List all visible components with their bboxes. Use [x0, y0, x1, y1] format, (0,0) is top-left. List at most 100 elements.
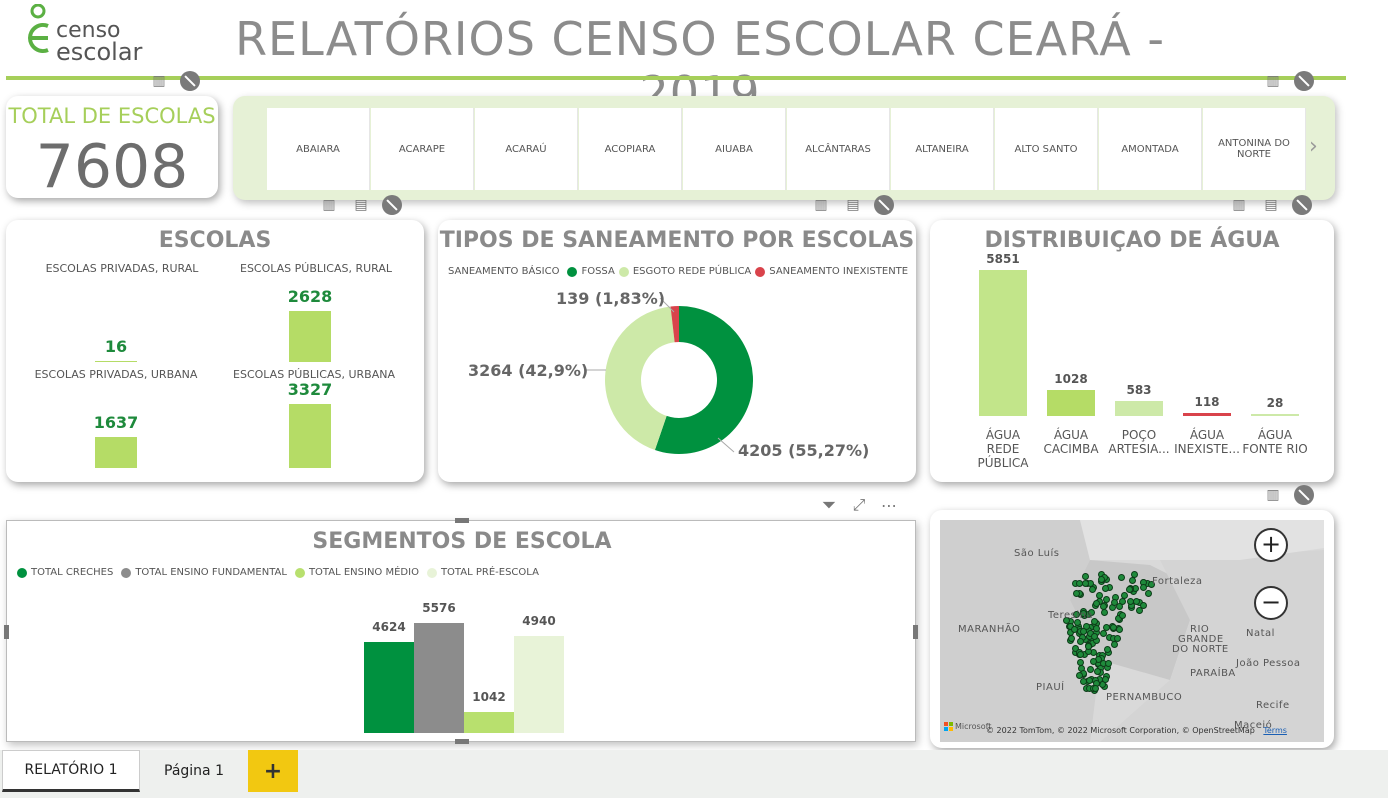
slicer-item[interactable]: ACOPIARA	[579, 108, 682, 190]
school-marker[interactable]	[1079, 627, 1087, 635]
school-marker[interactable]	[1109, 623, 1117, 631]
school-marker[interactable]	[1132, 597, 1140, 605]
tab-pagina-1[interactable]: Página 1	[164, 763, 224, 779]
school-marker[interactable]	[1101, 584, 1109, 592]
school-marker[interactable]	[1073, 589, 1081, 597]
filter-chart-icon[interactable]: ▥	[814, 197, 828, 213]
school-marker[interactable]	[1118, 573, 1126, 581]
escolas-bar[interactable]	[289, 311, 331, 362]
school-marker[interactable]	[1091, 633, 1099, 641]
more-options-icon[interactable]: ⋯	[881, 495, 897, 515]
attribution-text[interactable]: © 2022 TomTom, © 2022 Microsoft Corporat…	[986, 726, 1255, 735]
school-marker[interactable]	[1089, 586, 1097, 594]
slicer-item[interactable]: ALTO SANTO	[995, 108, 1098, 190]
no-filter-icon[interactable]	[1292, 195, 1312, 215]
filter-chart-icon[interactable]: ▥	[1266, 487, 1280, 503]
slicer-item[interactable]: ACARAPE	[371, 108, 474, 190]
filter-chart-icon[interactable]: ▥	[1232, 197, 1246, 213]
school-marker[interactable]	[1076, 638, 1084, 646]
add-page-button[interactable]: +	[248, 750, 298, 792]
zoom-in-button[interactable]: +	[1254, 528, 1288, 562]
school-marker[interactable]	[1098, 576, 1106, 584]
school-marker[interactable]	[1076, 672, 1084, 680]
school-marker[interactable]	[1092, 599, 1100, 607]
school-marker[interactable]	[1092, 624, 1100, 632]
slicer-item[interactable]: ACARAÚ	[475, 108, 578, 190]
bar-chart-icon[interactable]: ▤	[354, 197, 368, 213]
focus-mode-icon[interactable]: ⤢	[852, 495, 866, 514]
school-marker[interactable]	[1140, 602, 1148, 609]
no-filter-icon[interactable]	[874, 195, 894, 215]
school-marker[interactable]	[1071, 644, 1079, 652]
school-marker[interactable]	[1062, 616, 1070, 624]
donut-slice[interactable]	[605, 306, 675, 450]
school-marker[interactable]	[1093, 667, 1101, 675]
bar-chart-icon[interactable]: ▤	[1264, 197, 1278, 213]
chevron-right-icon[interactable]: ›	[1309, 134, 1318, 159]
school-marker[interactable]	[1125, 585, 1133, 593]
no-filter-icon[interactable]	[1294, 485, 1314, 505]
map[interactable]: São Luís Fortaleza Teresina MARANHÃO RIO…	[940, 520, 1324, 742]
slicer-item[interactable]: ABAIARA	[267, 108, 370, 190]
slicer-item[interactable]: ALCÂNTARAS	[787, 108, 890, 190]
slicer-item[interactable]: AIUABA	[683, 108, 786, 190]
school-marker[interactable]	[1129, 577, 1137, 585]
school-marker[interactable]	[1092, 685, 1100, 693]
school-marker[interactable]	[1111, 599, 1119, 607]
school-marker[interactable]	[1126, 597, 1134, 605]
school-marker[interactable]	[1115, 603, 1123, 611]
school-marker[interactable]	[1145, 590, 1153, 598]
slicer-item[interactable]: ALTANEIRA	[891, 108, 994, 190]
filter-icon[interactable]: ⏷	[821, 494, 837, 516]
tab-relatorio-1[interactable]: RELATÓRIO 1	[2, 750, 140, 792]
segmento-bar[interactable]	[464, 712, 514, 733]
segmento-bar[interactable]	[364, 641, 414, 733]
school-marker[interactable]	[1148, 580, 1156, 588]
school-marker[interactable]	[1115, 615, 1123, 623]
school-marker[interactable]	[1095, 592, 1103, 600]
agua-bar[interactable]	[1183, 413, 1231, 416]
school-marker[interactable]	[1140, 584, 1148, 592]
school-marker[interactable]	[1111, 640, 1119, 648]
no-filter-icon[interactable]	[382, 195, 402, 215]
school-marker[interactable]	[1084, 643, 1092, 651]
school-marker[interactable]	[1103, 624, 1111, 632]
agua-bar[interactable]	[1047, 390, 1095, 416]
agua-bar[interactable]	[979, 270, 1027, 416]
school-marker[interactable]	[1068, 634, 1076, 642]
school-marker[interactable]	[1074, 618, 1081, 626]
terms-link[interactable]: Terms	[1263, 726, 1287, 735]
escolas-bar[interactable]	[95, 361, 137, 362]
school-marker[interactable]	[1100, 629, 1108, 637]
escolas-bar[interactable]	[95, 436, 137, 468]
school-marker[interactable]	[1085, 676, 1093, 684]
school-marker[interactable]	[1081, 580, 1089, 588]
filter-chart-icon[interactable]: ▥	[1266, 73, 1280, 89]
school-marker[interactable]	[1116, 626, 1124, 634]
agua-bar[interactable]	[1115, 401, 1163, 416]
bar-chart-icon[interactable]: ▤	[846, 197, 860, 213]
donut-slice[interactable]	[654, 306, 753, 454]
zoom-out-button[interactable]: −	[1254, 586, 1288, 620]
no-filter-icon[interactable]	[1294, 71, 1314, 91]
donut-slice[interactable]	[670, 306, 679, 343]
no-filter-icon[interactable]	[180, 71, 200, 91]
slicer-item[interactable]: AMONTADA	[1099, 108, 1202, 190]
school-marker[interactable]	[1071, 625, 1079, 633]
resize-handle-left[interactable]	[4, 625, 9, 639]
resize-handle-bottom[interactable]	[455, 739, 469, 744]
escolas-bar[interactable]	[289, 404, 331, 468]
filter-chart-icon[interactable]: ▥	[322, 197, 336, 213]
school-marker[interactable]	[1079, 610, 1087, 618]
school-marker[interactable]	[1076, 651, 1084, 659]
school-marker[interactable]	[1136, 606, 1144, 614]
resize-handle-right[interactable]	[913, 625, 918, 639]
school-marker[interactable]	[1089, 657, 1097, 665]
school-marker[interactable]	[1104, 660, 1112, 668]
agua-bar[interactable]	[1251, 414, 1299, 416]
segmento-bar[interactable]	[414, 623, 464, 733]
filter-chart-icon[interactable]: ▥	[152, 73, 166, 89]
school-marker[interactable]	[1081, 572, 1089, 580]
school-marker[interactable]	[1104, 646, 1112, 654]
resize-handle-top[interactable]	[455, 518, 469, 523]
